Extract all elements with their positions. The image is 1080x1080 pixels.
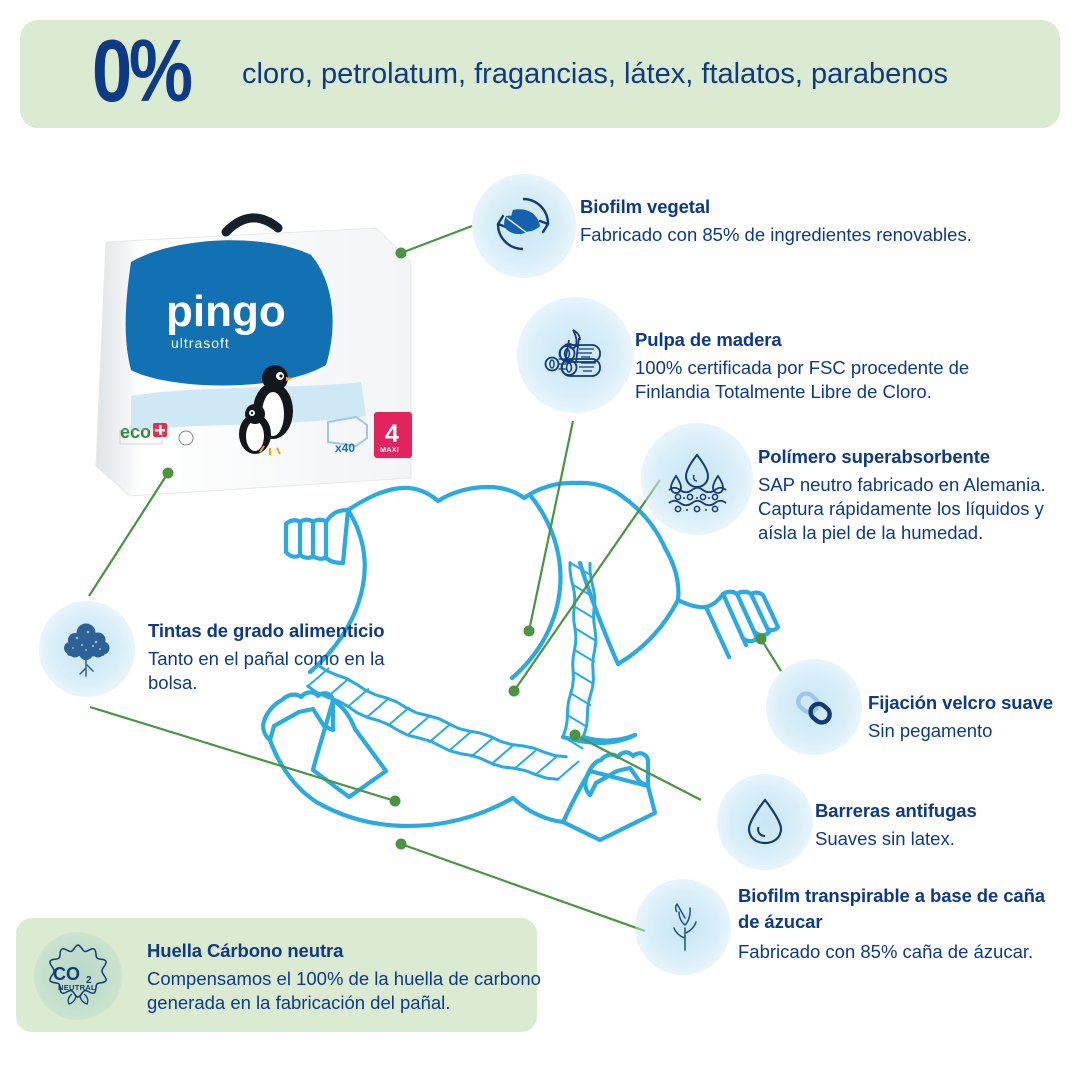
svg-text:CO: CO (53, 964, 80, 984)
svg-text:NEUTRAL: NEUTRAL (58, 983, 96, 992)
